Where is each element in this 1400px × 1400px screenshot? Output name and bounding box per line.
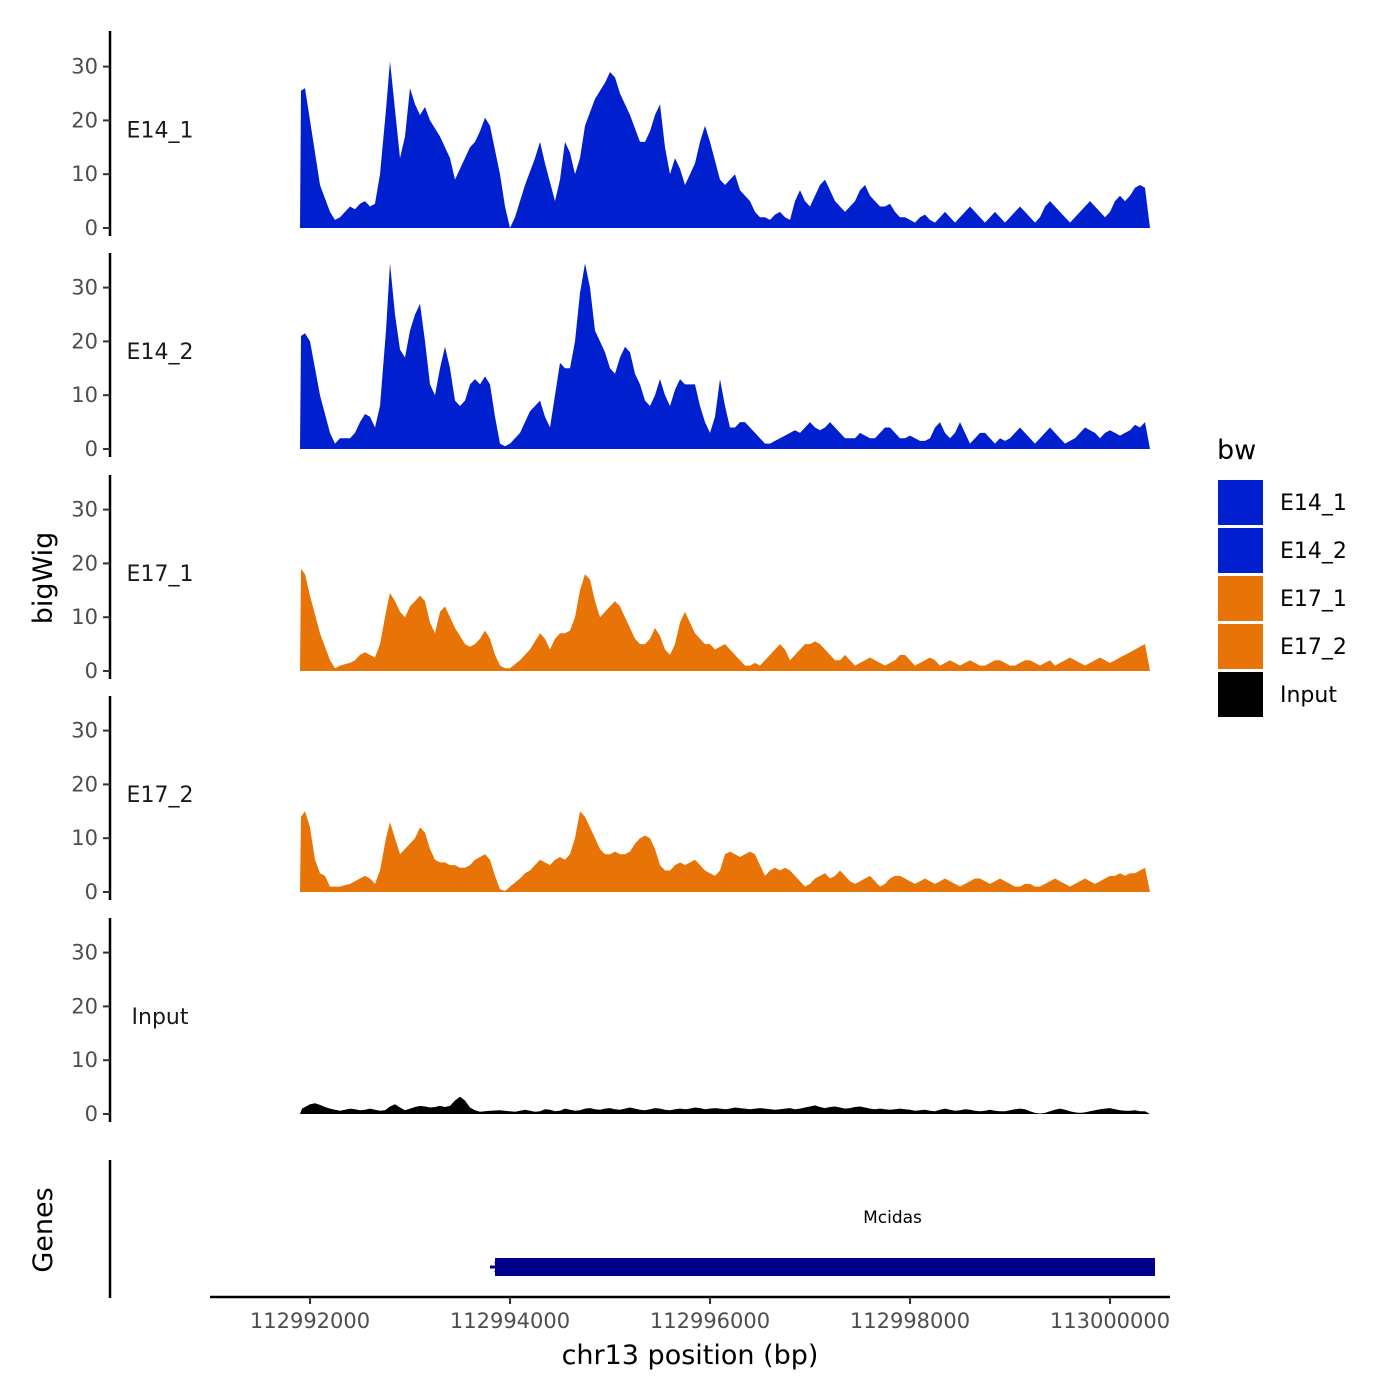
panel-input: 0 10 20 30 Input bbox=[71, 918, 1150, 1126]
y-tick-label: 30 bbox=[71, 276, 98, 300]
panel-label: E17_1 bbox=[127, 562, 194, 587]
gene-track: Mcidas bbox=[108, 1160, 1155, 1298]
y-tick-label: 0 bbox=[85, 437, 98, 461]
y-tick-label: 20 bbox=[71, 772, 98, 796]
x-tick-label: 113000000 bbox=[1050, 1309, 1170, 1333]
x-tick-label: 112992000 bbox=[250, 1309, 370, 1333]
area-e14-2 bbox=[300, 263, 1150, 449]
y-tick-label: 10 bbox=[71, 605, 98, 629]
x-tick-label: 112996000 bbox=[650, 1309, 770, 1333]
panel-label: E17_2 bbox=[127, 783, 194, 808]
panel-e14-2: 0 10 20 30 E14_2 bbox=[71, 253, 1150, 461]
y-tick-label: 30 bbox=[71, 719, 98, 743]
legend: bw E14_1 E14_2 E17_1 E17_2 Input bbox=[1217, 435, 1347, 717]
area-e17-1 bbox=[300, 568, 1150, 671]
y-axis-title: bigWig bbox=[28, 532, 59, 625]
legend-swatch bbox=[1218, 480, 1263, 525]
legend-title: bw bbox=[1217, 435, 1256, 466]
legend-label: E17_2 bbox=[1280, 635, 1347, 660]
y-tick-label: 0 bbox=[85, 880, 98, 904]
panel-label: Input bbox=[132, 1005, 189, 1030]
panel-e17-1: 0 10 20 30 E17_1 bbox=[71, 475, 1150, 683]
legend-label: E14_1 bbox=[1280, 491, 1347, 516]
area-input bbox=[300, 1096, 1150, 1114]
legend-label: E17_1 bbox=[1280, 587, 1347, 612]
panel-e14-1: 0 10 20 30 E14_1 bbox=[71, 31, 1150, 240]
legend-label: Input bbox=[1280, 683, 1337, 708]
gene-exon bbox=[540, 1258, 550, 1276]
y-tick-label: 20 bbox=[71, 994, 98, 1018]
y-tick-label: 10 bbox=[71, 1048, 98, 1072]
x-axis: 112992000 112994000 112996000 112998000 1130… bbox=[210, 1295, 1170, 1333]
x-axis-title: chr13 position (bp) bbox=[562, 1340, 819, 1371]
x-tick-label: 112998000 bbox=[850, 1309, 970, 1333]
gene-exon bbox=[795, 1258, 803, 1276]
y-tick-label: 30 bbox=[71, 941, 98, 965]
y-tick-label: 20 bbox=[71, 551, 98, 575]
y-tick-label: 20 bbox=[71, 108, 98, 132]
panel-label: E14_1 bbox=[127, 119, 194, 144]
legend-swatch bbox=[1218, 576, 1263, 621]
y-tick-label: 10 bbox=[71, 383, 98, 407]
track-panels: 0 10 20 30 E14_1 0 10 20 30 E14_2 0 10 20 30 E17_1 0 10 2… bbox=[71, 31, 1150, 1126]
legend-swatch bbox=[1218, 624, 1263, 669]
gene-label: Mcidas bbox=[863, 1208, 922, 1228]
legend-label: E14_2 bbox=[1280, 539, 1347, 564]
y-tick-label: 0 bbox=[85, 1102, 98, 1126]
gene-exon bbox=[990, 1258, 1155, 1276]
y-tick-label: 30 bbox=[71, 55, 98, 79]
y-tick-label: 20 bbox=[71, 329, 98, 353]
x-tick-label: 112994000 bbox=[450, 1309, 570, 1333]
legend-swatch bbox=[1218, 528, 1263, 573]
legend-swatch bbox=[1218, 672, 1263, 717]
y-tick-label: 30 bbox=[71, 498, 98, 522]
area-e14-1 bbox=[300, 61, 1150, 229]
genes-axis-title: Genes bbox=[28, 1187, 59, 1272]
y-tick-label: 0 bbox=[85, 659, 98, 683]
y-tick-label: 10 bbox=[71, 162, 98, 186]
panel-label: E14_2 bbox=[127, 340, 194, 365]
gene-exon bbox=[960, 1258, 970, 1276]
gene-exon bbox=[515, 1258, 525, 1276]
gene-exon bbox=[850, 1258, 870, 1276]
area-e17-2 bbox=[300, 811, 1150, 892]
y-tick-label: 0 bbox=[85, 216, 98, 240]
panel-e17-2: 0 10 20 30 E17_2 bbox=[71, 696, 1150, 904]
y-tick-label: 10 bbox=[71, 826, 98, 850]
